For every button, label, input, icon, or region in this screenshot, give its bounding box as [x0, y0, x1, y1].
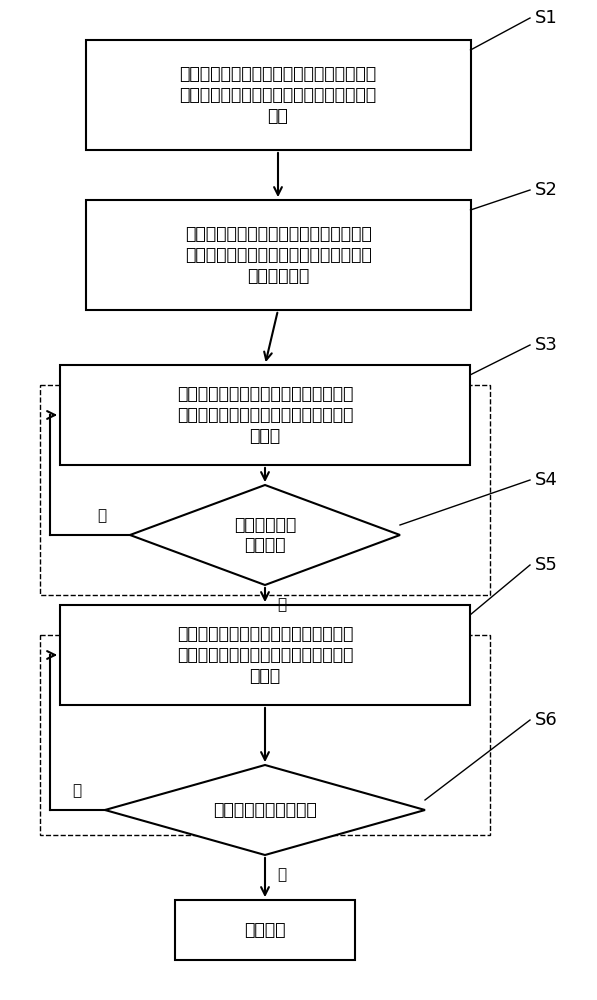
Text: 否: 否	[72, 783, 82, 798]
Text: 从电动车转把获取目标速度，根据目标速
度设置第一加加速度和第二加加速切换的
第一实时转速: 从电动车转把获取目标速度，根据目标速 度设置第一加加速度和第二加加速切换的 第一…	[184, 225, 371, 285]
Text: 否: 否	[97, 508, 106, 523]
Bar	[60, 605, 470, 705]
Text: 是: 是	[277, 597, 286, 612]
Polygon shape	[130, 485, 400, 585]
Bar	[175, 900, 355, 960]
Text: S2: S2	[535, 181, 558, 199]
Text: 获取电动车的最高限速，根据电动车的最高
限速设定给定速度的第一加加速度和第二加
加速: 获取电动车的最高限速，根据电动车的最高 限速设定给定速度的第一加加速度和第二加 …	[180, 65, 377, 125]
Text: S6: S6	[535, 711, 558, 729]
Bar	[40, 635, 490, 835]
Bar	[60, 365, 470, 465]
Bar	[85, 40, 470, 150]
Polygon shape	[105, 765, 425, 855]
Text: 以第一加加速度计算给定速度的加速度
和给定速度，并记录第一加加速度的工
作时长: 以第一加加速度计算给定速度的加速度 和给定速度，并记录第一加加速度的工 作时长	[177, 385, 353, 445]
Bar	[40, 385, 490, 595]
Text: 是: 是	[277, 867, 286, 882]
Text: 记录第一加加速度的工作总时长，以第
二加加速度计算给定速度的加速度和给
定速度: 记录第一加加速度的工作总时长，以第 二加加速度计算给定速度的加速度和给 定速度	[177, 625, 353, 685]
Text: S3: S3	[535, 336, 558, 354]
Text: 给定转速等于目标转速: 给定转速等于目标转速	[213, 801, 317, 819]
Bar	[85, 200, 470, 310]
Text: 实时转速大于
切换转速: 实时转速大于 切换转速	[234, 516, 296, 554]
Text: S1: S1	[535, 9, 558, 27]
Text: 结束加速: 结束加速	[244, 921, 286, 939]
Text: S4: S4	[535, 471, 558, 489]
Text: S5: S5	[535, 556, 558, 574]
